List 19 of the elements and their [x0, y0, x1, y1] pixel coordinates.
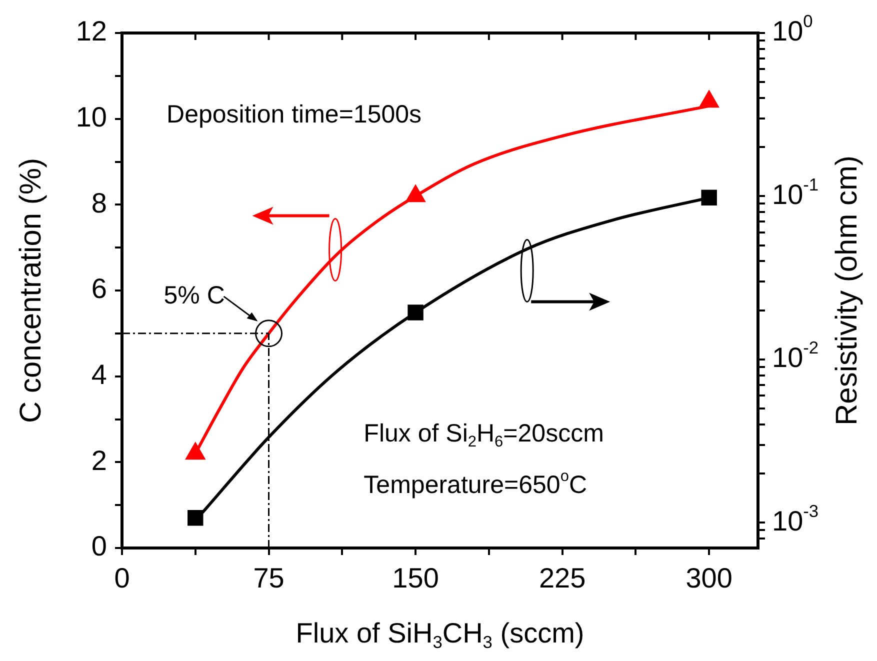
y-tick-label: 4: [91, 359, 107, 390]
point: [700, 91, 718, 108]
point: [406, 186, 425, 202]
y-tick-label: 2: [91, 444, 107, 476]
x-tick-label: 0: [114, 562, 130, 594]
x-tick-label: 225: [538, 562, 586, 594]
y-tick-label: 6: [91, 273, 107, 304]
y-tick-label: 10: [76, 102, 107, 133]
y2-axis-title: Resistivity (ohm cm): [830, 155, 864, 426]
annotation: 5% C: [164, 281, 225, 310]
point: [186, 443, 205, 460]
y-axis-title: C concentration (%): [14, 158, 48, 424]
x-tick-label: 75: [253, 562, 284, 594]
x-tick-label: 150: [392, 562, 439, 594]
y-tick-label: 12: [76, 16, 107, 47]
annotation: Deposition time=1500s: [166, 100, 422, 128]
y-tick-label: 0: [91, 530, 107, 562]
y-tick-label: 8: [91, 187, 107, 218]
x-tick-label: 300: [686, 562, 732, 594]
